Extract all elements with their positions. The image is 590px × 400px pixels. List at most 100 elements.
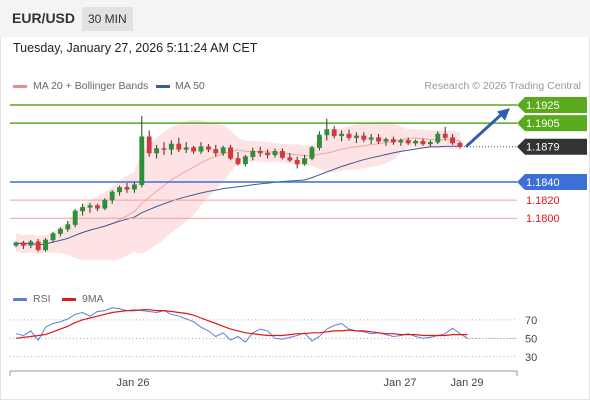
rsi-tick-label: 70 xyxy=(525,315,537,327)
candle-body xyxy=(57,228,63,234)
current-price-label: 1.1879 xyxy=(526,142,560,154)
candle-37 xyxy=(287,153,293,163)
candle-15 xyxy=(124,182,130,193)
candle-body xyxy=(87,205,93,208)
candle-26 xyxy=(205,143,211,153)
rsi-tick-label: 50 xyxy=(525,333,537,345)
candle-20 xyxy=(161,142,167,155)
level-tag-1.1840 xyxy=(517,174,587,190)
candle-body xyxy=(205,146,211,150)
candle-body xyxy=(146,136,152,154)
candle-body xyxy=(279,150,285,158)
credit-text: Research © 2026 Trading Central xyxy=(424,80,581,92)
candle-body xyxy=(102,199,108,209)
symbol-label: EUR/USD xyxy=(12,10,76,26)
candle-56 xyxy=(427,140,433,147)
candle-47 xyxy=(361,132,367,143)
ma50-line xyxy=(15,145,460,246)
candle-22 xyxy=(176,137,182,153)
candle-body xyxy=(20,242,26,246)
candle-body xyxy=(80,207,86,212)
candle-body xyxy=(376,137,382,142)
candle-body xyxy=(124,187,130,190)
candle-body xyxy=(242,156,248,165)
candle-43 xyxy=(331,125,337,139)
candle-body xyxy=(435,133,441,143)
candle-body xyxy=(324,129,330,136)
candle-60 xyxy=(457,141,463,149)
candle-body xyxy=(139,136,145,185)
candle-55 xyxy=(420,138,426,146)
x-tick-label: Jan 29 xyxy=(450,377,483,389)
candle-40 xyxy=(309,145,315,161)
candle-body xyxy=(346,133,352,138)
level-label-1.1840: 1.1840 xyxy=(526,177,560,189)
candle-51 xyxy=(390,136,396,145)
candle-body xyxy=(161,148,167,150)
candle-body xyxy=(28,241,34,246)
candle-12 xyxy=(102,198,108,211)
candle-body xyxy=(257,150,263,154)
candle-38 xyxy=(294,156,300,169)
candle-19 xyxy=(154,144,160,159)
candle-body xyxy=(154,148,160,154)
candle-body xyxy=(287,157,293,161)
legend-swatch-ma50 xyxy=(156,85,170,88)
candle-body xyxy=(331,129,337,137)
candle-5 xyxy=(50,231,56,243)
header-bar: EUR/USD 30 MIN xyxy=(0,0,590,37)
candle-46 xyxy=(353,132,359,144)
candle-body xyxy=(191,147,197,152)
candle-32 xyxy=(250,147,256,161)
candle-body xyxy=(183,147,189,150)
x-tick-label: Jan 27 xyxy=(383,377,416,389)
candle-54 xyxy=(413,139,419,146)
candle-body xyxy=(250,150,256,157)
candle-body xyxy=(109,191,115,201)
candle-28 xyxy=(220,145,226,156)
candle-body xyxy=(220,147,226,154)
candle-body xyxy=(405,140,411,144)
candle-42 xyxy=(324,118,330,141)
candle-24 xyxy=(191,145,197,154)
candle-36 xyxy=(279,148,285,160)
candle-body xyxy=(413,141,419,144)
candle-body xyxy=(390,139,396,143)
legend-label-bollinger: MA 20 + Bollinger Bands xyxy=(33,80,149,92)
candle-59 xyxy=(450,134,456,145)
candle-16 xyxy=(131,182,137,193)
candle-body xyxy=(265,152,271,156)
candle-body xyxy=(316,134,322,148)
candle-2 xyxy=(28,239,34,249)
candle-39 xyxy=(302,154,308,166)
candle-4 xyxy=(43,238,49,252)
candle-body xyxy=(117,187,123,193)
candle-body xyxy=(228,147,234,159)
candle-body xyxy=(398,140,404,143)
candle-48 xyxy=(368,134,374,144)
candle-body xyxy=(353,135,359,138)
candle-58 xyxy=(442,126,448,141)
candle-50 xyxy=(383,137,389,146)
timeframe-badge[interactable]: 30 MIN xyxy=(82,7,133,31)
candle-body xyxy=(442,133,448,138)
candle-body xyxy=(168,143,174,150)
level-label-1.1820: 1.1820 xyxy=(526,195,560,207)
candle-body xyxy=(198,146,204,152)
rsi-tick-label: 30 xyxy=(525,352,537,364)
candle-body xyxy=(272,150,278,156)
candle-33 xyxy=(257,146,263,157)
level-tag-1.1905 xyxy=(517,115,587,132)
candle-49 xyxy=(376,134,382,144)
candle-body xyxy=(383,139,389,142)
legend-label-9ma: 9MA xyxy=(82,293,104,305)
candle-13 xyxy=(109,190,115,204)
candle-6 xyxy=(57,227,63,237)
candle-body xyxy=(427,141,433,145)
level-label-1.1925: 1.1925 xyxy=(526,100,560,112)
candle-body xyxy=(35,241,41,251)
candle-body xyxy=(176,143,182,150)
current-price-tag xyxy=(517,138,587,155)
candle-57 xyxy=(435,131,441,144)
